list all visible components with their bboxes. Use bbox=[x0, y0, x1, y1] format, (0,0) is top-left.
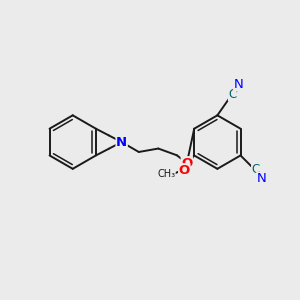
Text: O: O bbox=[179, 164, 190, 177]
Text: N: N bbox=[116, 136, 127, 148]
Text: C: C bbox=[251, 163, 260, 176]
Text: C: C bbox=[228, 88, 236, 101]
Text: O: O bbox=[181, 157, 193, 170]
Text: N: N bbox=[233, 78, 243, 91]
Text: CH₃: CH₃ bbox=[158, 169, 175, 179]
Text: N: N bbox=[256, 172, 266, 185]
